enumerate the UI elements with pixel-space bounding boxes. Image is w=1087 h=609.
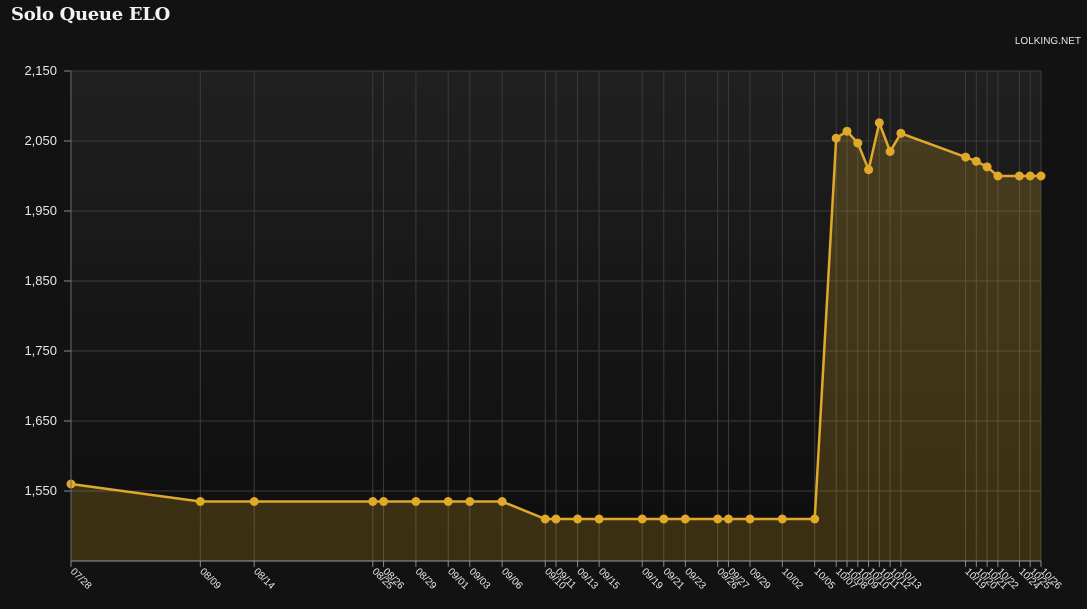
- area-fill: [71, 122, 1041, 562]
- data-point[interactable]: [853, 138, 863, 148]
- data-point[interactable]: [411, 497, 421, 506]
- x-tick-label: 09/19: [639, 566, 665, 592]
- y-tick-label: 2,150: [24, 63, 57, 78]
- x-tick-label: 09/03: [467, 566, 493, 592]
- data-point[interactable]: [195, 497, 205, 506]
- x-tick-label: 09/23: [682, 566, 708, 592]
- data-points: [66, 118, 1046, 524]
- x-tick-label: 09/29: [747, 566, 773, 592]
- x-tick-label: 07/28: [68, 566, 94, 592]
- x-tick-label: 09/06: [499, 566, 525, 592]
- data-point[interactable]: [810, 514, 820, 524]
- data-point[interactable]: [993, 171, 1003, 181]
- data-point[interactable]: [249, 497, 259, 506]
- data-point[interactable]: [659, 514, 669, 524]
- data-point[interactable]: [961, 152, 971, 162]
- data-point[interactable]: [379, 497, 389, 506]
- x-tick-label: 10/02: [779, 566, 805, 592]
- x-tick-label: 10/05: [812, 566, 838, 592]
- data-point[interactable]: [1025, 171, 1035, 181]
- data-point[interactable]: [723, 514, 733, 524]
- data-point[interactable]: [971, 156, 981, 166]
- data-point[interactable]: [777, 514, 787, 524]
- data-point[interactable]: [885, 147, 895, 156]
- x-tick-label: 09/01: [445, 566, 471, 592]
- data-point[interactable]: [713, 514, 723, 524]
- x-tick-label: 08/14: [251, 566, 277, 592]
- y-tick-label: 2,050: [24, 133, 57, 148]
- data-point[interactable]: [573, 514, 583, 524]
- data-point[interactable]: [368, 497, 378, 506]
- data-point[interactable]: [896, 128, 906, 138]
- x-tick-label: 09/21: [661, 566, 687, 592]
- data-point[interactable]: [842, 126, 852, 136]
- x-tick-label: 09/15: [596, 566, 622, 592]
- x-tick-label: 09/13: [574, 566, 600, 592]
- y-tick-label: 1,550: [24, 483, 57, 498]
- y-tick-label: 1,750: [24, 343, 57, 358]
- data-point[interactable]: [551, 514, 561, 524]
- data-point[interactable]: [864, 165, 874, 175]
- series-area: [71, 122, 1041, 562]
- data-point[interactable]: [831, 133, 841, 143]
- y-axis-ticks: 1,550 1,650 1,750 1,850 1,950 2,050 2,150: [24, 63, 71, 498]
- data-point[interactable]: [1014, 171, 1024, 181]
- data-point[interactable]: [540, 514, 550, 524]
- data-point[interactable]: [637, 514, 647, 524]
- data-point[interactable]: [465, 497, 475, 506]
- y-tick-label: 1,950: [24, 203, 57, 218]
- x-tick-label: 08/29: [413, 566, 439, 592]
- data-point[interactable]: [1036, 171, 1046, 181]
- data-point[interactable]: [874, 118, 884, 128]
- credit-link[interactable]: LOLKING.NET: [1014, 36, 1081, 47]
- data-point[interactable]: [982, 162, 992, 172]
- chart-title: Solo Queue ELO: [11, 4, 170, 25]
- data-point[interactable]: [594, 514, 604, 524]
- x-tick-label: 08/09: [197, 566, 223, 592]
- data-point[interactable]: [680, 514, 690, 524]
- data-point[interactable]: [745, 514, 755, 524]
- data-point[interactable]: [497, 497, 507, 506]
- y-tick-label: 1,850: [24, 273, 57, 288]
- y-tick-label: 1,650: [24, 413, 57, 428]
- data-point[interactable]: [443, 497, 453, 506]
